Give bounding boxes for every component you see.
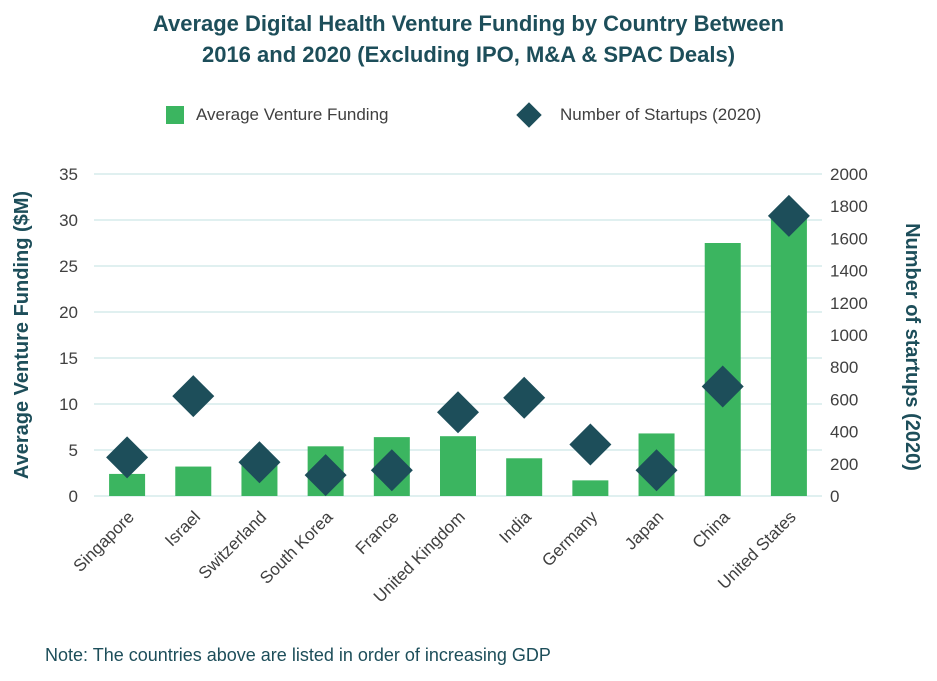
bar-united-kingdom: [440, 436, 476, 496]
x-tick-label: Japan: [621, 507, 667, 553]
y2-tick-label: 400: [830, 423, 858, 442]
y2-tick-label: 2000: [830, 165, 868, 184]
chart-title-line-2: 2016 and 2020 (Excluding IPO, M&A & SPAC…: [201, 42, 736, 67]
y-tick-label: 15: [59, 349, 78, 368]
diamond-singapore: [106, 436, 149, 479]
y-tick-label: 30: [59, 211, 78, 230]
y2-tick-label: 1800: [830, 197, 868, 216]
x-tick-label: India: [496, 507, 536, 547]
legend-label-funding: Average Venture Funding: [196, 105, 389, 124]
y2-tick-label: 800: [830, 358, 858, 377]
diamond-france: [370, 449, 413, 492]
y2-tick-label: 0: [830, 487, 839, 506]
y2-tick-label: 1600: [830, 229, 868, 248]
y-tick-label: 10: [59, 395, 78, 414]
diamond-india: [503, 376, 546, 419]
legend-item-startups: Number of Startups (2020): [516, 100, 761, 130]
y-tick-label: 20: [59, 303, 78, 322]
y-tick-label: 25: [59, 257, 78, 276]
y2-tick-label: 600: [830, 390, 858, 409]
diamond-south-korea: [304, 454, 347, 497]
y-axis-title: Average Venture Funding ($M): [11, 191, 33, 479]
y2-tick-label: 1200: [830, 294, 868, 313]
bar-israel: [175, 466, 212, 496]
bar-india: [506, 458, 543, 496]
footnote: Note: The countries above are listed in …: [45, 645, 551, 665]
y-tick-label: 0: [69, 487, 78, 506]
bar-germany: [572, 480, 609, 496]
bar-singapore: [109, 473, 146, 496]
legend-item-funding: Average Venture Funding: [166, 100, 389, 130]
diamond-switzerland: [238, 441, 281, 484]
diamond-israel: [172, 375, 215, 418]
diamond-united-kingdom: [437, 391, 479, 434]
legend-label-startups: Number of Startups (2020): [560, 105, 762, 124]
y2-tick-label: 200: [830, 455, 858, 474]
diamond-germany: [569, 423, 612, 466]
x-tick-label: France: [352, 507, 403, 558]
legend: Average Venture Funding Number of Startu…: [0, 100, 937, 130]
y-tick-label: 5: [69, 441, 78, 460]
x-tick-label: China: [689, 507, 734, 552]
y2-tick-label: 1000: [830, 326, 868, 345]
diamond-japan: [635, 449, 678, 492]
y-tick-label: 35: [59, 165, 78, 184]
chart-title: Average Digital Health Venture Funding b…: [60, 8, 877, 70]
bar-united-states: [770, 215, 807, 496]
diamond-united-states: [767, 194, 810, 237]
y2-axis-title: Number of startups (2020): [901, 223, 923, 471]
x-tick-label: Germany: [538, 507, 601, 570]
x-tick-label: Israel: [161, 507, 204, 550]
x-tick-label: Singapore: [70, 507, 138, 575]
diamond-china: [701, 365, 744, 408]
y2-tick-label: 1400: [830, 262, 868, 281]
legend-bar-swatch: [166, 106, 184, 124]
chart-title-line-1: Average Digital Health Venture Funding b…: [152, 11, 785, 36]
